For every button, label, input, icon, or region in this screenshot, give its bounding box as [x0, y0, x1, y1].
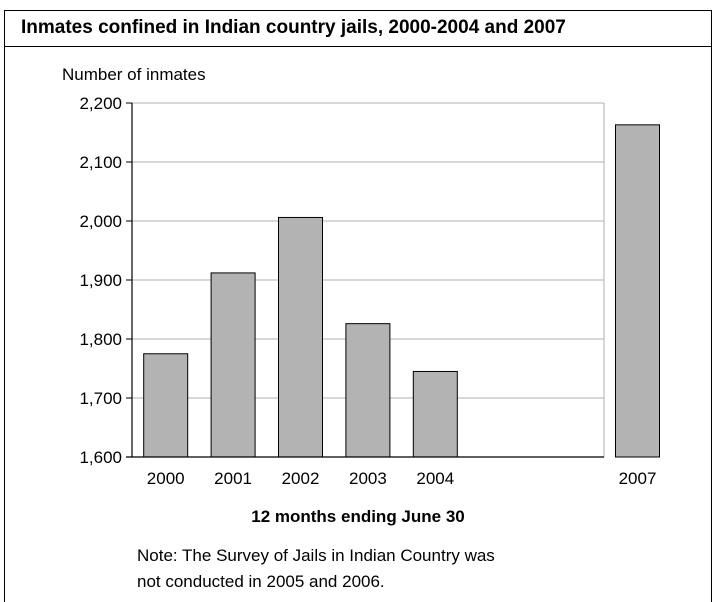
x-tick-label: 2004	[416, 469, 454, 488]
bar-2000	[143, 353, 189, 458]
note-line-1: Note: The Survey of Jails in Indian Coun…	[137, 546, 495, 565]
y-tick-label: 1,600	[79, 448, 122, 467]
y-tick-labels: 1,600 1,700 1,800 1,900 2,000 2,100 2,200	[79, 94, 122, 467]
bar-2002	[278, 216, 323, 458]
chart-frame: Inmates confined in Indian country jails…	[4, 10, 712, 602]
bars	[143, 124, 660, 458]
x-tick-label: 2000	[147, 469, 185, 488]
x-tick-label: 2001	[214, 469, 252, 488]
note-line-2: not conducted in 2005 and 2006.	[137, 572, 385, 591]
bar-2007	[615, 124, 660, 458]
y-tick-label: 1,800	[79, 330, 122, 349]
title-bar: Inmates confined in Indian country jails…	[5, 11, 711, 47]
y-axis-title: Number of inmates	[62, 65, 206, 84]
x-tick-label: 2002	[282, 469, 320, 488]
x-tick-label: 2003	[349, 469, 387, 488]
bar-2003	[345, 323, 391, 458]
axes	[126, 102, 604, 458]
y-tick-label: 2,200	[79, 94, 122, 113]
y-tick-label: 1,700	[79, 389, 122, 408]
chart-title: Inmates confined in Indian country jails…	[21, 17, 566, 38]
x-tick-labels: 2000 2001 2002 2003 2004 2007	[147, 469, 657, 488]
note: Note: The Survey of Jails in Indian Coun…	[137, 543, 657, 595]
x-axis-title: 12 months ending June 30	[251, 507, 465, 526]
y-tick-label: 2,100	[79, 153, 122, 172]
y-tick-label: 1,900	[79, 271, 122, 290]
x-tick-label: 2007	[619, 469, 657, 488]
bar-2001	[210, 272, 256, 458]
y-tick-label: 2,000	[79, 212, 122, 231]
bar-2004	[412, 370, 458, 458]
